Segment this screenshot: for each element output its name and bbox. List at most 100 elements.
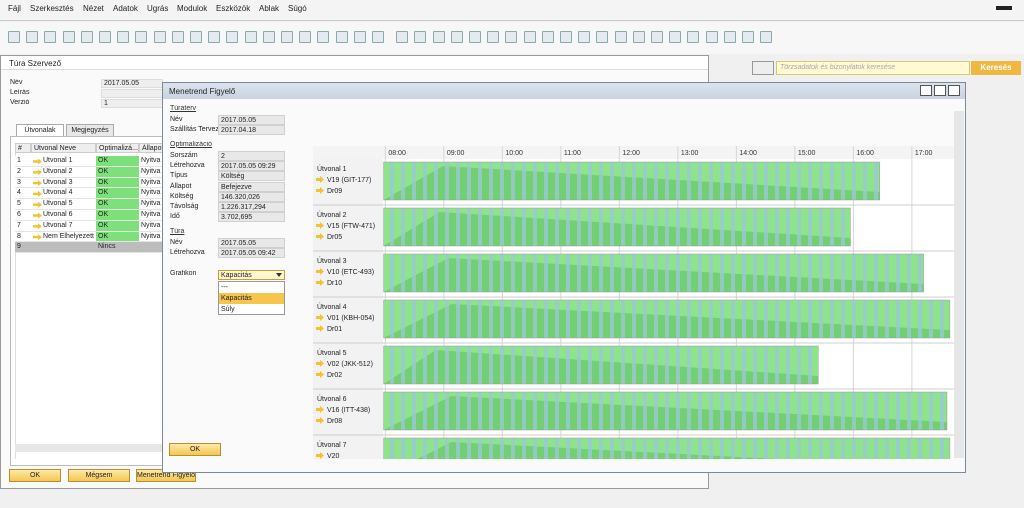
search-scope[interactable] [752, 61, 774, 75]
arrow-icon[interactable] [33, 169, 42, 176]
toolbar-icon[interactable] [596, 31, 609, 43]
toolbar-icon[interactable] [99, 31, 111, 43]
toolbar-icon[interactable] [80, 31, 93, 43]
arrow-icon[interactable] [33, 180, 42, 187]
toolbar-icon[interactable] [760, 31, 773, 43]
scrollbar[interactable] [954, 111, 964, 458]
toolbar-icon[interactable] [8, 31, 20, 43]
toolbar-icon[interactable] [578, 31, 591, 43]
route-vehicle: V15 (FTW-471) [327, 223, 375, 230]
minimize[interactable] [920, 85, 932, 96]
toolbar-icon[interactable] [171, 31, 184, 43]
toolbar-icon[interactable] [117, 31, 130, 43]
field-value: 2 [218, 150, 285, 161]
toolbar-icon[interactable] [651, 31, 663, 43]
dropdown-option[interactable]: Kapacitás [219, 293, 284, 304]
menu-item[interactable]: Nézet [83, 4, 104, 13]
arrow-icon[interactable] [33, 201, 42, 208]
dropdown-option[interactable]: --- [221, 284, 228, 291]
arrow-icon [316, 452, 324, 459]
toolbar-icon[interactable] [190, 31, 202, 43]
table-cell: Nem Elhelyezett [31, 231, 96, 243]
table-cell: Nyitva [139, 231, 169, 243]
search-button[interactable]: Keresés [971, 61, 1021, 75]
toolbar-icon[interactable] [335, 31, 348, 43]
toolbar-icon[interactable] [560, 31, 572, 43]
toolbar-icon[interactable] [432, 31, 445, 43]
bar-stops [383, 300, 950, 338]
arrow-icon[interactable] [33, 223, 42, 230]
toolbar-icon[interactable] [723, 31, 736, 43]
menu-item[interactable]: Fájl [8, 4, 21, 13]
toolbar-icon[interactable] [262, 31, 275, 43]
field-value[interactable] [101, 89, 163, 98]
table-cell: Útvonal 1 [31, 156, 96, 167]
button[interactable]: OK [9, 469, 61, 482]
toolbar-icon[interactable] [705, 31, 718, 43]
section-heading: Optimalizáció [170, 140, 213, 148]
menu-item[interactable]: Eszközök [216, 4, 251, 13]
arrow-icon[interactable] [33, 158, 42, 165]
menu-item[interactable]: Súgó [288, 4, 307, 13]
toolbar-icon[interactable] [317, 31, 330, 43]
toolbar-icon[interactable] [505, 31, 518, 43]
minimize-app[interactable] [996, 6, 1012, 10]
toolbar-icon[interactable] [153, 31, 166, 43]
toolbar-icon[interactable] [396, 31, 409, 43]
dropdown[interactable]: Kapacitás [218, 270, 285, 280]
toolbar-icon[interactable] [281, 31, 293, 43]
menu-item[interactable]: Adatok [113, 4, 138, 13]
toolbar-icon[interactable] [372, 31, 384, 43]
toolbar-icon[interactable] [135, 31, 148, 43]
toolbar-icon[interactable] [614, 31, 627, 43]
toolbar-icon[interactable] [669, 31, 682, 43]
menu-item[interactable]: Ablak [259, 4, 280, 13]
tab[interactable]: Megjegyzés [66, 124, 114, 136]
toolbar-icon[interactable] [299, 31, 312, 43]
menu-item[interactable]: Ugrás [147, 4, 169, 13]
toolbar-icon[interactable] [469, 31, 481, 43]
toolbar-icon[interactable] [742, 31, 754, 43]
toolbar-icon[interactable] [487, 31, 500, 43]
button[interactable]: Mégsem [68, 469, 130, 482]
toolbar-icon[interactable] [414, 31, 427, 43]
toolbar-icon[interactable] [523, 31, 536, 43]
toolbar-icon[interactable] [541, 31, 554, 43]
arrow-icon[interactable] [33, 190, 42, 197]
table-cell: 9 [15, 242, 31, 254]
ok-button[interactable]: OK [169, 443, 221, 456]
arrow-icon[interactable] [33, 212, 42, 219]
menu-item[interactable]: Modulok [177, 4, 208, 13]
toolbar-icon[interactable] [44, 31, 57, 43]
table-cell: OK [96, 199, 139, 210]
search-input[interactable]: Törzsadatok és bizonylatok keresése [776, 61, 970, 75]
dropdown-caret[interactable] [276, 273, 282, 277]
toolbar-icon[interactable] [62, 31, 75, 43]
toolbar-icon[interactable] [353, 31, 366, 43]
route-name: Útvonal 6 [317, 394, 347, 403]
arrow-icon[interactable] [33, 234, 42, 241]
toolbar-icon[interactable] [226, 31, 239, 43]
tab[interactable]: Útvonalak [16, 124, 64, 136]
toolbar-icon[interactable] [687, 31, 700, 43]
dropdown-option[interactable]: Súly [221, 306, 235, 313]
toolbar-icon[interactable] [208, 31, 221, 43]
route-bar [383, 253, 924, 293]
close[interactable] [948, 85, 960, 96]
toolbar-icon[interactable] [450, 31, 463, 43]
toolbar-icon[interactable] [632, 31, 645, 43]
menu-item[interactable]: Szerkesztés [30, 4, 74, 13]
label-column [313, 159, 383, 459]
table-cell: 4 [15, 188, 31, 200]
toolbar-icon[interactable] [26, 31, 39, 43]
column-header: # [15, 143, 31, 153]
field-value[interactable]: 1 [101, 99, 163, 108]
route-name: Útvonal 1 [317, 164, 347, 173]
table-cell: 2 [15, 166, 31, 178]
bar-stops [383, 346, 819, 384]
field-value[interactable]: 2017.05.05 [101, 79, 163, 88]
toolbar-icon[interactable] [244, 31, 257, 43]
h-scrollbar[interactable] [15, 444, 170, 452]
maximize[interactable] [934, 85, 946, 96]
x-tick-label: 10:00 [505, 150, 523, 157]
